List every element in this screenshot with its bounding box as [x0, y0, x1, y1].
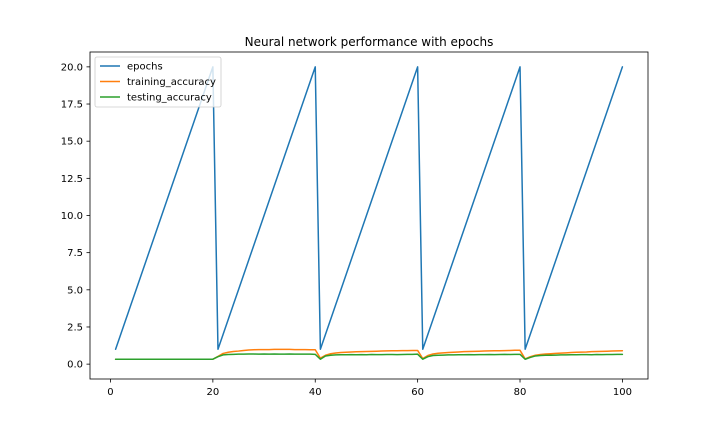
- x-tick-label: 40: [309, 387, 322, 398]
- y-tick-label: 5.0: [67, 285, 83, 296]
- x-tick-label: 100: [613, 387, 632, 398]
- y-tick-label: 15.0: [61, 137, 83, 148]
- y-tick-label: 7.5: [67, 248, 83, 259]
- x-axis: 0 20 40 60 80 100: [107, 379, 632, 398]
- y-tick-label: 20.0: [61, 62, 83, 73]
- series-line-testing-accuracy: [114, 353, 624, 360]
- chart-title: Neural network performance with epochs: [245, 35, 494, 49]
- y-axis: 0.0 2.5 5.0 7.5 10.0 12.5 15.0 17.5 20.0: [61, 62, 90, 371]
- y-tick-label: 17.5: [61, 100, 83, 111]
- y-tick-label: 2.5: [67, 322, 83, 333]
- axes-frame: [89, 51, 649, 380]
- x-tick-label: 80: [514, 387, 527, 398]
- legend: epochs training_accuracy testing_accuracy: [94, 56, 222, 108]
- legend-label: training_accuracy: [127, 77, 216, 88]
- legend-label: epochs: [127, 62, 163, 73]
- x-tick-label: 60: [411, 387, 424, 398]
- x-tick-label: 0: [107, 387, 113, 398]
- x-tick-label: 20: [206, 387, 219, 398]
- y-tick-label: 10.0: [61, 211, 83, 222]
- y-tick-label: 12.5: [61, 174, 83, 185]
- legend-box: [94, 56, 222, 108]
- legend-label: testing_accuracy: [127, 93, 212, 104]
- y-tick-label: 0.0: [67, 360, 83, 371]
